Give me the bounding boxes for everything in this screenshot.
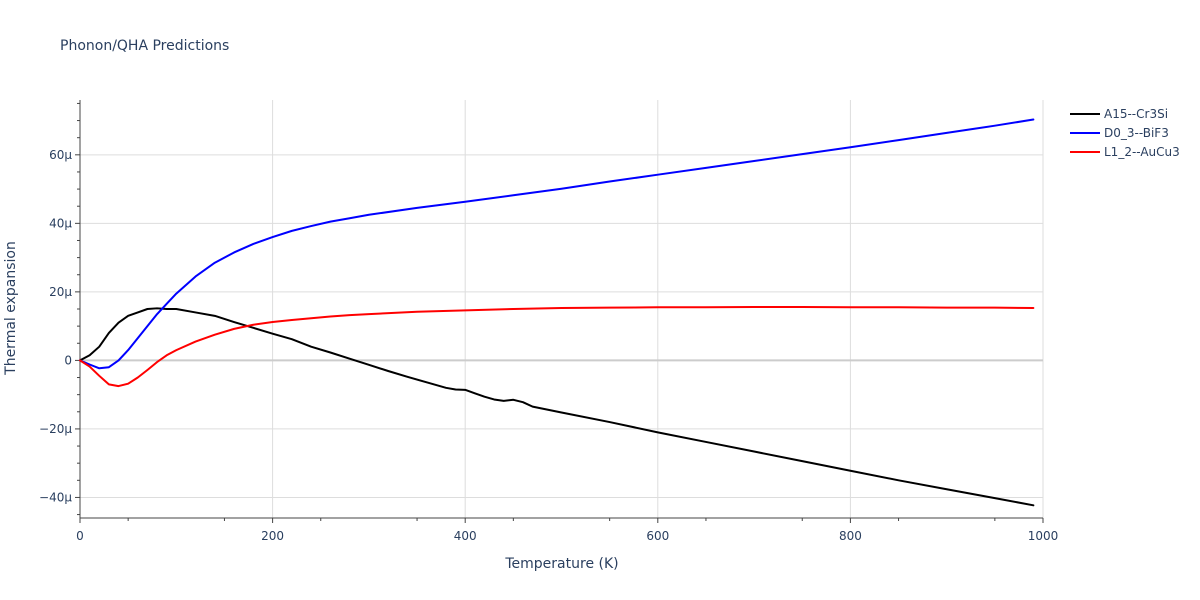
- series-line-d0-3-bif3: [79, 118, 1035, 370]
- series-line-l1-2-aucu3: [79, 305, 1035, 388]
- tick-layer: 0 200 400 600 800 1000 −40μ −20μ 0 20μ 40μ 60μ: [39, 102, 1059, 543]
- series-line-a15-cr3si: [79, 307, 1035, 507]
- x-tick-label: 1000: [1028, 529, 1059, 543]
- x-tick-label: 200: [261, 529, 284, 543]
- legend-item[interactable]: L1_2--AuCu3: [1070, 145, 1180, 159]
- x-tick-label: 400: [454, 529, 477, 543]
- series-layer: [79, 118, 1035, 507]
- x-tick-label: 800: [839, 529, 862, 543]
- x-tick-label: 0: [76, 529, 84, 543]
- y-tick-label: −40μ: [39, 490, 72, 504]
- y-tick-label: 20μ: [49, 285, 72, 299]
- x-axis-title: Temperature (K): [504, 556, 618, 572]
- legend-label: L1_2--AuCu3: [1104, 145, 1180, 159]
- chart-title: Phonon/QHA Predictions: [60, 38, 229, 54]
- y-tick-label: 60μ: [49, 148, 72, 162]
- y-tick-label: 0: [64, 353, 72, 367]
- legend-item[interactable]: A15--Cr3Si: [1070, 107, 1168, 121]
- legend-label: A15--Cr3Si: [1104, 107, 1168, 121]
- x-tick-label: 600: [646, 529, 669, 543]
- y-tick-label: −20μ: [39, 422, 72, 436]
- legend-item[interactable]: D0_3--BiF3: [1070, 126, 1169, 140]
- grid-layer: [80, 100, 1044, 518]
- legend-label: D0_3--BiF3: [1104, 126, 1169, 140]
- legend: A15--Cr3Si D0_3--BiF3 L1_2--AuCu3: [1070, 107, 1180, 159]
- y-tick-label: 40μ: [49, 216, 72, 230]
- axis-layer: [79, 100, 1043, 519]
- y-axis-title: Thermal expansion: [3, 241, 19, 376]
